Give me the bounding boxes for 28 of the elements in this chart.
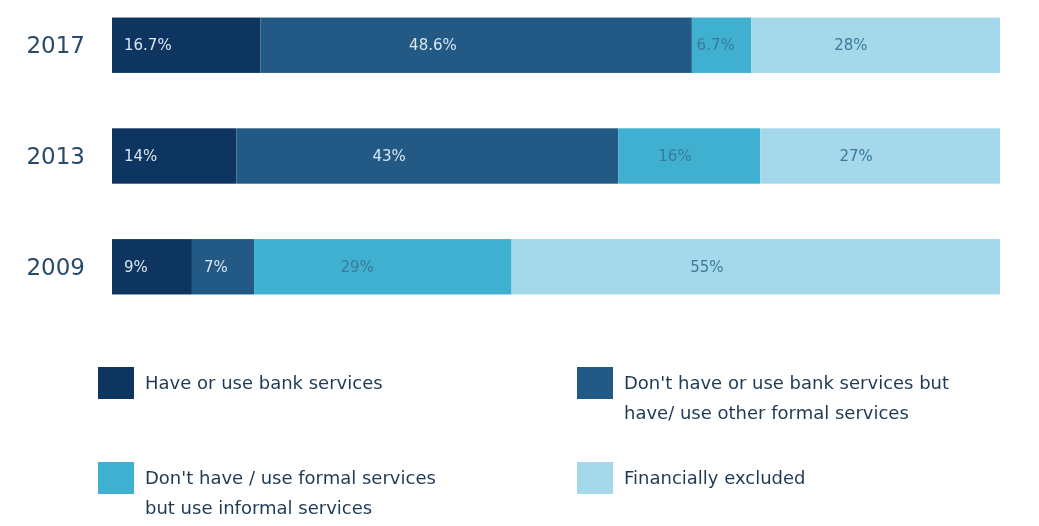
bar [760, 128, 1000, 184]
bar [260, 17, 692, 73]
data-label: 27% [839, 147, 873, 165]
bar [691, 17, 752, 73]
bar [191, 239, 255, 295]
data-label: 48.6% [409, 36, 457, 55]
bar [618, 128, 761, 184]
bar [236, 128, 619, 184]
bar [511, 239, 1000, 295]
bar [751, 17, 1000, 73]
data-label: 7% [203, 257, 228, 276]
data-label: 55% [690, 257, 724, 276]
data-label: 16.7% [124, 36, 172, 55]
data-label: 9% [124, 257, 148, 276]
data-label: 43% [372, 147, 406, 165]
bar [112, 17, 261, 73]
bar [112, 128, 237, 184]
legend-label: Have or use bank services [145, 372, 383, 393]
y-tick-label: 2013 [26, 143, 85, 169]
legend-label: Don't have / use formal services but use informal services [145, 467, 436, 518]
bar [112, 239, 192, 295]
data-label: 14% [124, 147, 158, 165]
legend-label: Don't have or use bank services but have/ use other formal services [624, 372, 950, 423]
legend-label: Financially excluded [624, 467, 806, 488]
data-label: 28% [834, 36, 868, 55]
bar [254, 239, 512, 295]
y-tick-label: 2009 [26, 253, 85, 280]
y-tick-label: 2017 [26, 32, 85, 59]
